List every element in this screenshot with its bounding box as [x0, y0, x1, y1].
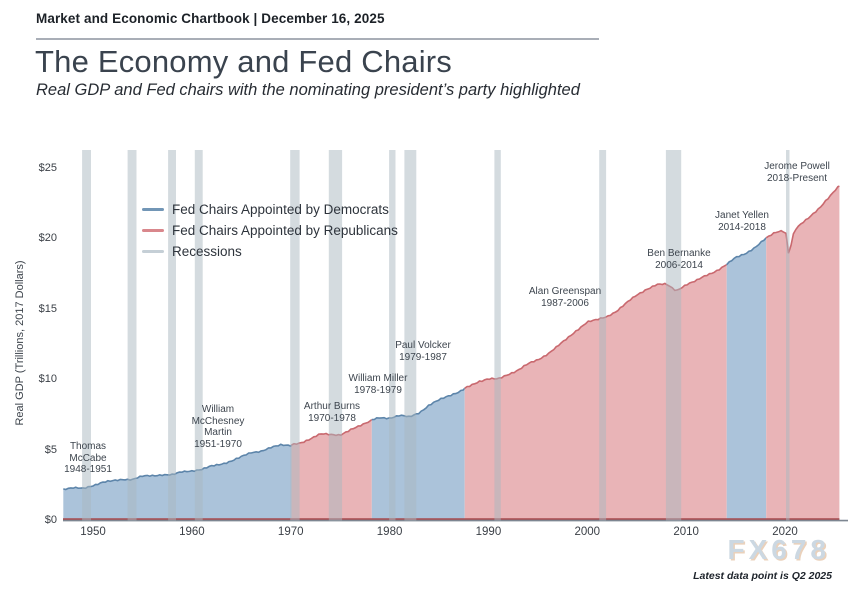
- fed-chair-label: Paul Volcker 1979-1987: [385, 340, 461, 363]
- y-tick-label: $25: [38, 161, 57, 174]
- recession-bar: [168, 150, 176, 521]
- latest-data-caption: Latest data point is Q2 2025: [693, 570, 832, 582]
- gdp-line: [464, 264, 728, 389]
- fed-chair-tenure: 1987-2006: [541, 297, 589, 309]
- recession-bar: [389, 150, 396, 521]
- x-tick-label: 1970: [277, 526, 304, 538]
- x-tick-label: 1950: [80, 526, 106, 538]
- legend-label: Fed Chairs Appointed by Republicans: [172, 223, 398, 238]
- fed-chair-label: Jerome Powell 2018-Present: [754, 161, 840, 184]
- gdp-area-democrat: [726, 237, 767, 521]
- legend-label: Recessions: [172, 244, 242, 259]
- gdp-area-republican: [464, 264, 727, 520]
- fed-chair-label: Arthur Burns 1970-1978: [295, 401, 369, 424]
- recession-swatch-icon: [142, 249, 164, 254]
- fed-chair-tenure: 1978-1979: [354, 384, 402, 396]
- fed-chair-label: Ben Bernanke 2006-2014: [639, 248, 719, 271]
- header-rule: [36, 38, 599, 40]
- fed-chair-name: Ben Bernanke: [647, 248, 711, 259]
- fed-chair-label: Alan Greenspan 1987-2006: [523, 286, 607, 309]
- fed-chair-name: Paul Volcker: [395, 340, 451, 351]
- gdp-line: [63, 443, 293, 491]
- recession-bar: [786, 150, 790, 521]
- fed-chair-tenure: 2006-2014: [655, 259, 703, 271]
- x-tick-label: 2020: [772, 526, 798, 538]
- x-tick-label: 1990: [475, 526, 502, 538]
- fed-chair-tenure: 2018-Present: [766, 172, 828, 184]
- fed-chair-name: Thomas McCabe: [69, 441, 107, 464]
- fed-chair-tenure: 1979-1987: [399, 351, 447, 363]
- fed-chair-name: Janet Yellen: [715, 210, 769, 221]
- gdp-area-democrat: [371, 388, 465, 520]
- y-tick-label: $20: [38, 232, 57, 244]
- y-tick-label: $15: [38, 302, 57, 315]
- x-tick-label: 2000: [574, 526, 601, 538]
- recession-bar: [328, 150, 343, 521]
- fed-chair-name: Alan Greenspan: [528, 286, 602, 297]
- fed-chair-name: Jerome Powell: [764, 161, 830, 172]
- fed-chair-name: William Miller: [348, 373, 408, 384]
- recession-bar: [290, 150, 300, 521]
- gdp-line: [371, 387, 466, 421]
- fed-chair-name: Arthur Burns: [303, 401, 361, 412]
- chart-legend: Fed Chairs Appointed by Democrats Fed Ch…: [142, 199, 398, 262]
- recession-bar: [194, 150, 203, 521]
- republican-swatch-icon: [142, 228, 164, 233]
- recession-bar: [127, 150, 137, 521]
- fed-chair-name: William McChesney Martin: [191, 404, 245, 438]
- fed-chair-label: Thomas McCabe 1948-1951: [60, 441, 116, 476]
- y-tick-label: $10: [38, 373, 57, 385]
- fed-chair-tenure: 1951-1970: [194, 438, 242, 450]
- recession-bar: [665, 150, 682, 521]
- report-kicker: Market and Economic Chartbook | December…: [36, 11, 385, 26]
- legend-item-republicans: Fed Chairs Appointed by Republicans: [142, 220, 398, 241]
- legend-item-recessions: Recessions: [142, 241, 398, 262]
- page-title: The Economy and Fed Chairs: [35, 44, 453, 79]
- y-tick-label: $5: [44, 443, 57, 456]
- y-tick-label: $0: [44, 514, 57, 526]
- fed-chair-label: Janet Yellen 2014-2018: [705, 210, 779, 233]
- x-tick-label: 2010: [673, 526, 699, 538]
- fed-chair-tenure: 1948-1951: [64, 464, 112, 475]
- watermark-logo: FX678: [727, 534, 830, 565]
- recession-bar: [82, 150, 91, 521]
- x-tick-label: 1960: [179, 526, 205, 538]
- gdp-area-democrat: [63, 444, 292, 520]
- recession-bar: [599, 150, 607, 521]
- gdp-area-republican: [766, 186, 840, 520]
- gdp-line: [726, 237, 767, 266]
- y-axis-title: Real GDP (Trillions, 2017 Dollars): [14, 260, 26, 426]
- democrat-swatch-icon: [142, 207, 164, 212]
- legend-label: Fed Chairs Appointed by Democrats: [172, 202, 389, 217]
- page-subtitle: Real GDP and Fed chairs with the nominat…: [36, 81, 580, 99]
- x-tick-label: 1980: [376, 526, 403, 538]
- recession-bar: [494, 150, 501, 521]
- fed-chair-tenure: 1970-1978: [308, 412, 356, 424]
- recession-bar: [404, 150, 417, 521]
- legend-item-democrats: Fed Chairs Appointed by Democrats: [142, 199, 398, 220]
- gdp-line: [765, 185, 840, 254]
- fed-chair-label: William Miller 1978-1979: [340, 373, 416, 396]
- fed-chair-tenure: 2014-2018: [718, 221, 766, 233]
- fed-chair-label: William McChesney Martin 1951-1970: [185, 404, 251, 450]
